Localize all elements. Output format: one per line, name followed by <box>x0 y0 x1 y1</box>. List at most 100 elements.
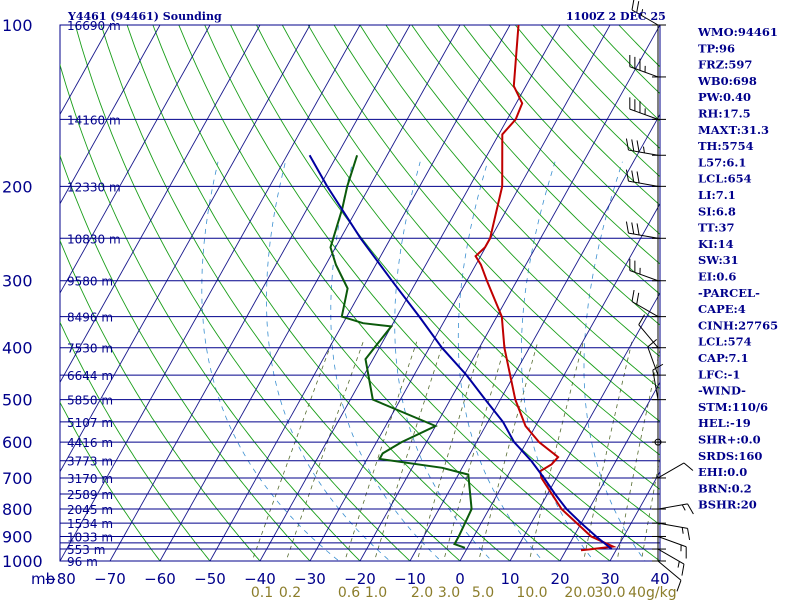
wind-barb-feather <box>631 290 635 302</box>
index-value: EI:0.6 <box>698 270 736 284</box>
wind-barb-feather <box>636 171 640 184</box>
isotherm-line <box>159 25 461 561</box>
index-value: LI:7.1 <box>698 188 736 202</box>
pressure-tick-label: 500 <box>2 391 33 410</box>
mixing-ratio-tick-label: 0.1 <box>251 585 273 600</box>
moist-adiabat <box>330 161 442 561</box>
index-value: PW:0.40 <box>698 90 751 104</box>
height-label: 1534 m <box>67 517 113 531</box>
height-label: 9580 m <box>67 275 113 289</box>
dry-adiabat <box>385 25 660 326</box>
wind-barb <box>647 339 659 376</box>
height-label: 96 m <box>67 555 98 569</box>
wind-barb-feather <box>636 1 640 13</box>
mixing-ratio-line <box>640 455 660 561</box>
pressure-tick-label: 400 <box>2 339 33 358</box>
index-value: HEL:-19 <box>698 416 751 430</box>
wind-barb-feather <box>683 462 694 471</box>
moist-adiabat <box>521 161 595 561</box>
dry-adiabat <box>152 25 561 561</box>
mixing-ratio-line <box>373 341 444 561</box>
wind-barb <box>657 560 682 592</box>
wind-barb-half-feather <box>681 527 684 534</box>
mixing-ratio-line <box>285 341 364 561</box>
index-value: SW:31 <box>698 253 739 267</box>
pressure-tick-label: 600 <box>2 433 33 452</box>
mixing-ratio-unit-label: g/kg <box>646 585 677 600</box>
wind-barb-feather <box>687 503 694 515</box>
height-label: 5107 m <box>67 416 113 430</box>
index-value: TP:96 <box>698 41 735 55</box>
mixing-ratio-line <box>251 341 333 561</box>
wind-barb-feather <box>638 314 646 325</box>
index-value: WMO:94461 <box>697 25 778 39</box>
height-label: 1033 m <box>67 530 113 544</box>
index-value: WB0:698 <box>697 74 757 88</box>
wind-barb-feather <box>647 339 658 348</box>
mixing-ratio-tick-label: 20.0 <box>564 585 595 600</box>
mixing-ratio-tick-label: 2.0 <box>411 585 433 600</box>
wind-barb <box>652 363 664 400</box>
dewpoint-line <box>329 154 473 549</box>
mixing-ratio-tick-label: 5.0 <box>472 585 494 600</box>
moist-adiabat <box>201 161 340 561</box>
height-label: 2589 m <box>67 488 113 502</box>
height-label: 2045 m <box>67 503 113 517</box>
wind-barb-feather <box>636 140 640 153</box>
wind-barb-feather <box>681 563 685 576</box>
temperature-tick-label: 30 <box>600 570 619 588</box>
pressure-tick-label: 700 <box>2 469 33 488</box>
pressure-tick-label: 200 <box>2 177 33 196</box>
wind-barb <box>654 438 662 446</box>
dry-adiabat <box>281 25 660 456</box>
wind-barb-shaft <box>657 560 682 581</box>
isotherm-line <box>309 25 611 561</box>
temperature-tick-label: −60 <box>144 570 176 588</box>
wind-barb <box>625 169 659 187</box>
wind-barbs <box>625 0 694 592</box>
wind-barb-feather <box>625 138 629 151</box>
indices-panel: WMO:94461 TP:96 FRZ:597 WB0:698 PW:0.40 RH:17… <box>697 25 778 512</box>
temperature-tick-label: −50 <box>194 570 226 588</box>
isotherm-line <box>509 292 660 561</box>
isotherm-line <box>259 25 561 561</box>
index-value: KI:14 <box>698 237 734 251</box>
wind-barb <box>657 503 694 515</box>
wind-barb-half-feather <box>681 504 686 511</box>
isotherm-line <box>209 25 511 561</box>
temperature-tick-label: −40 <box>244 570 276 588</box>
temperature-tick-label: −10 <box>394 570 426 588</box>
wind-barb-half-feather <box>642 146 645 153</box>
index-value: LCL:654 <box>698 172 752 186</box>
isotherm-line <box>60 25 361 561</box>
wind-barb-feather <box>636 223 640 236</box>
height-label: 3773 m <box>67 455 113 469</box>
pressure-tick-label: 100 <box>2 16 33 35</box>
wind-barb-feather <box>636 292 640 305</box>
mixing-ratio-tick-label: 0.6 <box>338 585 360 600</box>
temperature-tick-label: 40 <box>650 570 669 588</box>
profile-lines <box>308 25 617 552</box>
height-label: 12330 m <box>67 180 121 194</box>
index-value: L57:6.1 <box>698 155 746 169</box>
temperature-tick-label: 0 <box>455 570 465 588</box>
wind-barb-feather <box>631 222 635 235</box>
pressure-tick-label: 800 <box>2 500 33 519</box>
wind-barb-feather <box>625 169 629 182</box>
wind-barb-shaft <box>657 536 687 548</box>
dry-adiabat <box>437 25 660 265</box>
parcel-line <box>308 154 613 550</box>
dry-adiabat <box>178 25 611 561</box>
wind-barb-feather <box>687 528 691 540</box>
wind-barb <box>657 462 694 479</box>
temperature-tick-label: 10 <box>500 570 519 588</box>
temperature-tick-label: 20 <box>550 570 569 588</box>
wind-barb-feather <box>631 170 635 183</box>
wind-barb <box>631 290 659 318</box>
isotherm-line <box>559 381 660 561</box>
height-label: 553 m <box>67 543 105 557</box>
temperature-tick-label: −30 <box>294 570 326 588</box>
isotherm-line <box>60 25 211 294</box>
isotherm-line <box>459 202 660 561</box>
